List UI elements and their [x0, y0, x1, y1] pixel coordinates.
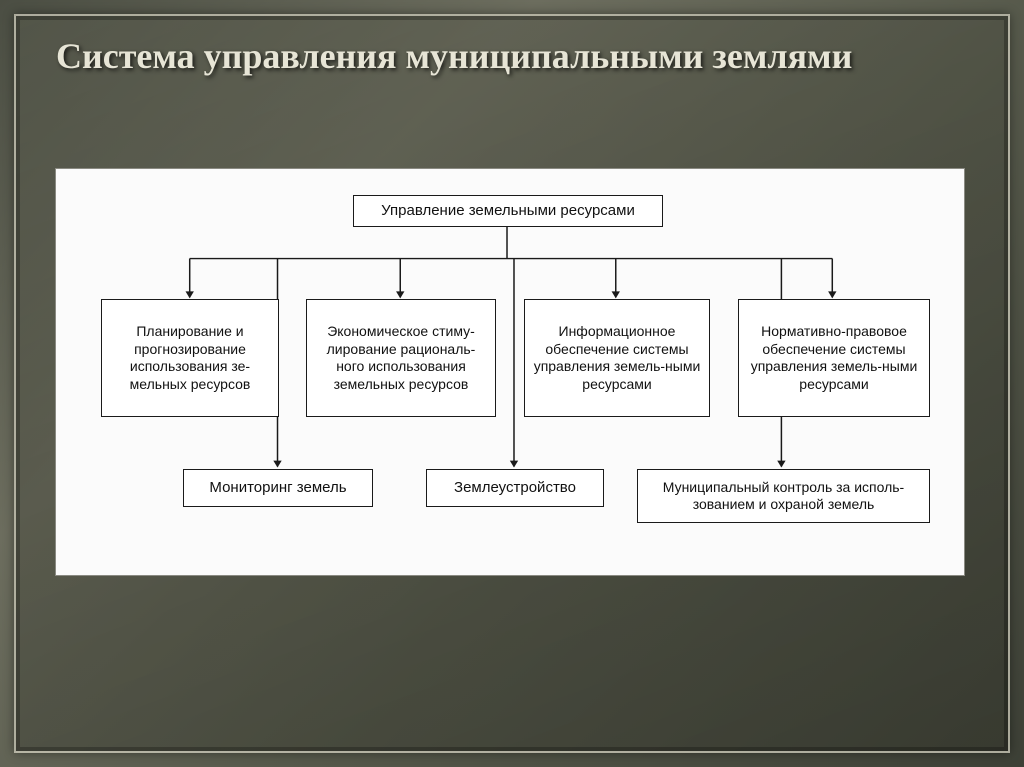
- node-r1c3: Информационное обеспечение системы управ…: [524, 299, 710, 417]
- node-r1c4: Нормативно-правовое обеспечение системы …: [738, 299, 930, 417]
- diagram-panel: Управление земельными ресурсами Планирова…: [55, 168, 965, 576]
- node-r1c2: Экономическое стиму-лирование рациональ-…: [306, 299, 496, 417]
- node-r1c1: Планирование и прогнозирование использов…: [101, 299, 279, 417]
- node-root: Управление земельными ресурсами: [353, 195, 663, 227]
- slide-title: Система управления муниципальными землям…: [56, 34, 968, 79]
- node-r2c2: Землеустройство: [426, 469, 604, 507]
- node-r2c3: Муниципальный контроль за исполь-зование…: [637, 469, 930, 523]
- node-r2c1: Мониторинг земель: [183, 469, 373, 507]
